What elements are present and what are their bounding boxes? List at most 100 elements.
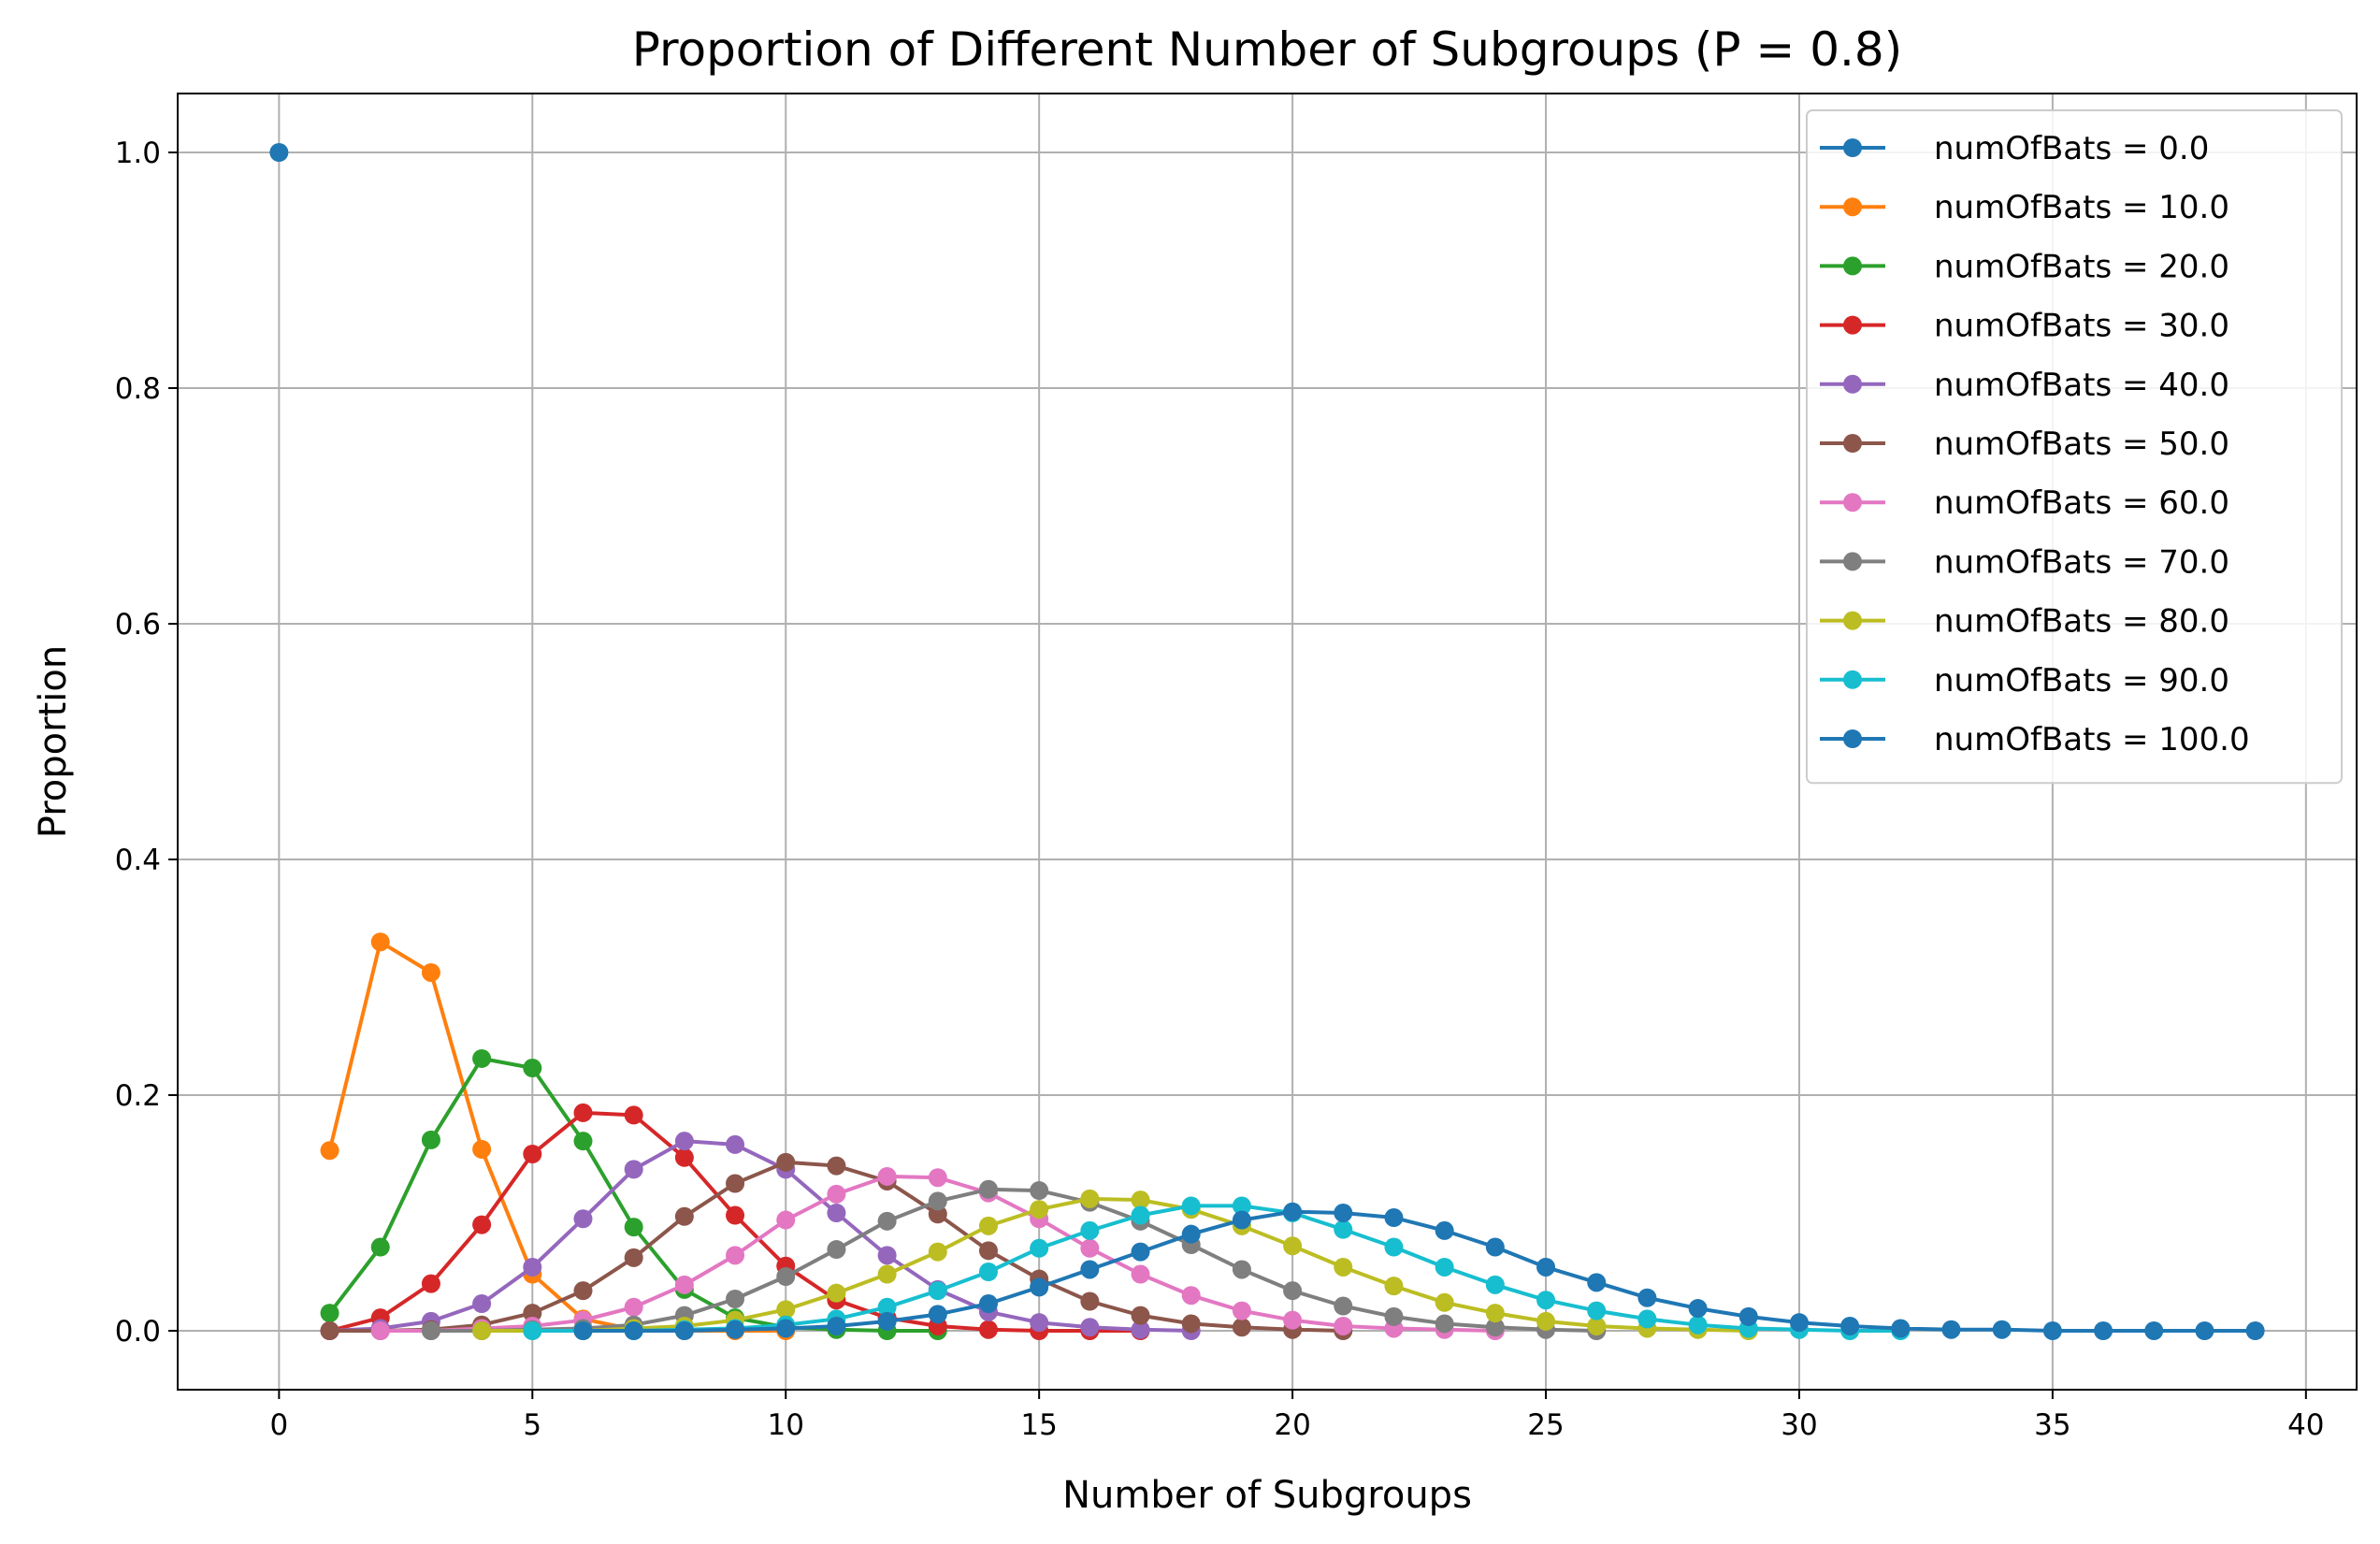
data-point [573,1209,593,1229]
legend-marker [1843,729,1862,748]
data-point [827,1204,846,1222]
data-point [1283,1310,1303,1330]
data-point [1283,1202,1303,1221]
data-point [978,1216,998,1235]
x-tick-label: 0 [270,1408,289,1442]
legend-label: numOfBats = 0.0 [1934,130,2209,167]
data-point [978,1263,998,1281]
legend-marker [1843,197,1862,217]
data-point [1435,1314,1454,1334]
data-point [320,1304,339,1323]
series-layer [269,143,2265,1340]
data-point [2144,1321,2164,1340]
y-tick-label: 0.6 [115,608,161,642]
data-point [1334,1296,1353,1316]
data-point [1181,1286,1201,1306]
data-point [1283,1236,1303,1256]
data-point [1536,1291,1556,1310]
data-point [1435,1292,1454,1312]
data-point [1435,1220,1454,1240]
data-point [1435,1257,1454,1277]
data-point [1840,1316,1860,1335]
data-point [877,1246,897,1265]
data-point [674,1275,694,1294]
data-point [1080,1189,1100,1208]
y-tick-label: 0.2 [115,1079,161,1113]
data-point [421,962,440,982]
x-tick-label: 30 [1781,1408,1817,1442]
data-point [1232,1301,1251,1320]
data-point [726,1134,745,1154]
legend-label: numOfBats = 20.0 [1934,248,2229,285]
data-point [472,1294,492,1314]
data-point [1485,1275,1505,1294]
data-point [624,1297,643,1317]
legend-label: numOfBats = 70.0 [1934,543,2229,581]
x-tick-label: 15 [1020,1408,1057,1442]
data-point [1080,1220,1100,1240]
series-10 [573,1202,2265,1340]
legend-marker [1843,670,1862,689]
data-point [1131,1242,1150,1262]
legend-label: numOfBats = 30.0 [1934,308,2229,345]
data-point [674,1147,694,1167]
legend-label: numOfBats = 80.0 [1934,603,2229,641]
data-point [573,1103,593,1122]
y-tick-label: 1.0 [115,137,161,170]
data-point [928,1305,947,1324]
data-point [1384,1306,1404,1326]
data-point [1637,1288,1657,1307]
data-point [877,1264,897,1284]
data-point [1587,1273,1607,1292]
data-point [421,1130,440,1149]
data-point [1536,1257,1556,1277]
legend-label: numOfBats = 90.0 [1934,662,2229,700]
data-point [523,1304,542,1323]
data-point [674,1132,694,1151]
data-point [928,1242,947,1262]
chart-title: Proportion of Different Number of Subgro… [632,22,1903,77]
legend-box [1806,109,2343,785]
x-axis-label: Number of Subgroups [1062,1474,1472,1517]
data-point [523,1145,542,1163]
data-point [1334,1257,1353,1277]
legend-label: numOfBats = 10.0 [1934,189,2229,226]
data-point [1232,1196,1251,1216]
data-point [1587,1301,1607,1320]
data-point [776,1210,796,1230]
data-point [928,1191,947,1211]
data-point [1232,1210,1251,1230]
data-point [827,1283,846,1303]
ticks: 0 5 10 15 20 25 30 35 40 0.0 0.2 0.4 0.6 0.8 1.0 [115,137,2325,1442]
data-point [1030,1313,1049,1333]
data-point [320,1141,339,1161]
data-point [1131,1320,1150,1339]
data-point [1232,1260,1251,1279]
data-point [1334,1204,1353,1222]
x-tick-label: 40 [2287,1408,2324,1442]
series-0 [269,143,289,162]
data-point [472,1048,492,1068]
data-point [978,1320,998,1339]
data-point [726,1174,745,1193]
data-point [1536,1311,1556,1331]
data-point [1688,1299,1708,1319]
data-point [472,1215,492,1234]
data-point [1232,1318,1251,1337]
x-tick-label: 10 [768,1408,804,1442]
legend-marker [1843,256,1862,276]
data-point [573,1132,593,1151]
data-point [1941,1320,1961,1339]
data-point [421,1274,440,1293]
legend-marker [1843,493,1862,512]
data-point [624,1218,643,1237]
data-point [674,1206,694,1226]
data-point [1992,1320,2012,1339]
data-point [472,1139,492,1159]
data-point [1789,1313,1809,1333]
data-point [827,1316,846,1335]
data-point [1485,1318,1505,1337]
data-point [370,1237,390,1257]
data-point [1334,1219,1353,1239]
legend-label: numOfBats = 50.0 [1934,426,2229,463]
